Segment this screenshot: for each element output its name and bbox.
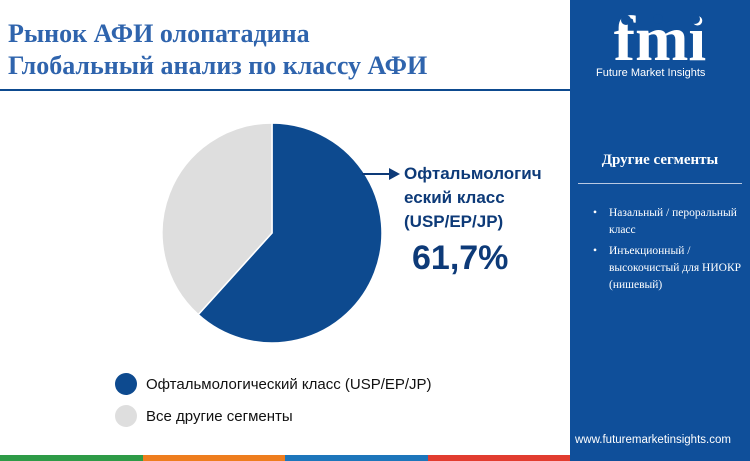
legend-label: Все другие сегменты (146, 408, 293, 425)
website-url: www.futuremarketinsights.com (575, 434, 731, 446)
segment-list: Назальный / пероральный класс Инъекционн… (593, 205, 743, 298)
segment-item: Инъекционный / высокочистый для НИОКР (н… (593, 243, 743, 294)
bar-segment-blue (285, 455, 428, 461)
brand-name: Future Market Insights (596, 67, 705, 79)
segment-item: Назальный / пероральный класс (593, 205, 743, 239)
fmi-logo: fmi (598, 8, 722, 66)
legend-label: Офтальмологический класс (USP/EP/JP) (146, 376, 432, 393)
callout-label-line: Офтальмологич (404, 162, 564, 186)
bar-segment-green (0, 455, 143, 461)
sidebar-heading: Другие сегменты (570, 152, 750, 169)
bar-segment-orange (143, 455, 286, 461)
bottom-color-bar (0, 455, 570, 461)
sidebar-divider (578, 183, 742, 184)
legend-swatch (115, 405, 137, 427)
legend-item-ophthalmic: Офтальмологический класс (USP/EP/JP) (115, 372, 432, 396)
chart-legend: Офтальмологический класс (USP/EP/JP) Все… (115, 372, 432, 436)
callout-label-line: еский класс (404, 186, 564, 210)
bar-segment-red (428, 455, 571, 461)
callout-label-line: (USP/EP/JP) (404, 210, 564, 234)
callout-label: Офтальмологич еский класс (USP/EP/JP) (404, 162, 564, 234)
callout-value: 61,7% (412, 239, 508, 278)
legend-item-other: Все другие сегменты (115, 404, 432, 428)
legend-swatch (115, 373, 137, 395)
